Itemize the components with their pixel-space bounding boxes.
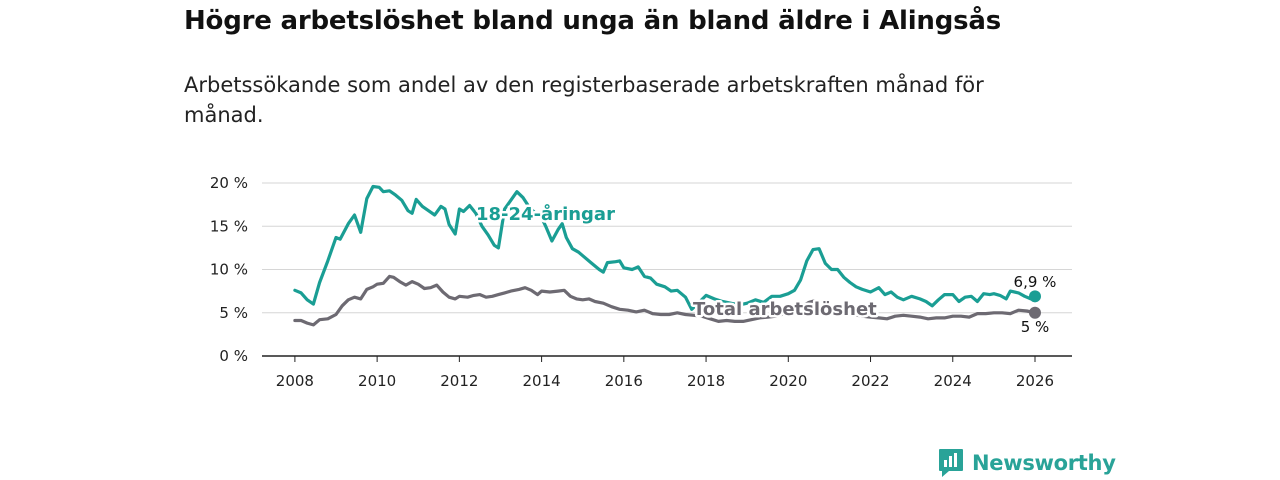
x-tick-label: 2012 xyxy=(440,372,478,390)
x-tick-label: 2018 xyxy=(687,372,725,390)
newsworthy-logo: Newsworthy xyxy=(938,448,1116,478)
x-tick-label: 2010 xyxy=(358,372,396,390)
x-tick-label: 2026 xyxy=(1016,372,1054,390)
series-labels: 18-24-åringar Total arbetslöshet 6,9 % 5 % xyxy=(474,201,1059,339)
series-label-youth: 18-24-åringar xyxy=(476,203,615,225)
page-subtitle: Arbetssökande som andel av den registerb… xyxy=(184,73,984,127)
series-line-youth xyxy=(293,184,1037,311)
page-title: Högre arbetslöshet bland unga än bland ä… xyxy=(184,6,1002,36)
x-tick-label: 2024 xyxy=(934,372,972,390)
x-tick-label: 2020 xyxy=(769,372,807,390)
y-axis-labels: 0 % 5 % 10 % 15 % 20 % xyxy=(210,174,248,365)
x-axis-labels: 2008 2010 2012 2014 2016 2018 2020 2022 2024 2026 xyxy=(276,372,1054,390)
x-tick-label: 2016 xyxy=(605,372,643,390)
brand-name: Newsworthy xyxy=(972,451,1116,475)
series-line-total xyxy=(293,274,1037,327)
y-tick-label: 20 % xyxy=(210,174,248,192)
x-tick-label: 2008 xyxy=(276,372,314,390)
end-value-youth: 6,9 % xyxy=(1014,273,1057,291)
y-tick-label: 0 % xyxy=(219,347,248,365)
grid-lines xyxy=(262,182,1072,362)
end-value-total: 5 % xyxy=(1021,318,1050,336)
x-tick-label: 2022 xyxy=(851,372,889,390)
series-label-total: Total arbetslöshet xyxy=(693,299,877,320)
newsworthy-logo-icon xyxy=(939,449,963,477)
x-tick-label: 2014 xyxy=(523,372,561,390)
end-point-youth xyxy=(1028,290,1041,303)
y-tick-label: 10 % xyxy=(210,261,248,279)
end-point-total xyxy=(1028,306,1041,319)
y-tick-label: 15 % xyxy=(210,217,248,235)
series-layer xyxy=(293,184,1041,327)
y-tick-label: 5 % xyxy=(219,304,248,322)
